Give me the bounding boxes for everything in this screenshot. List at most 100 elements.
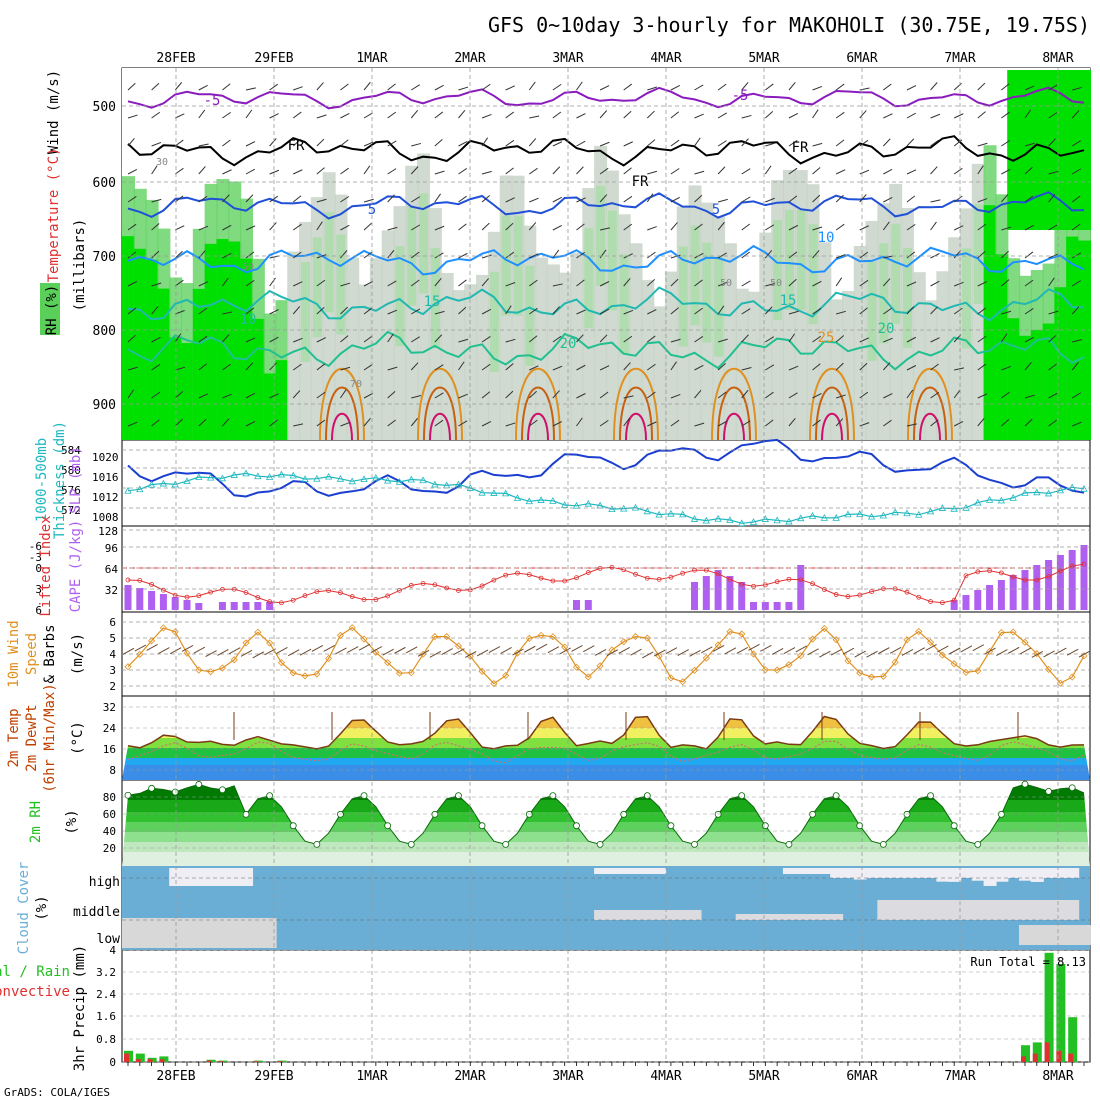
wind-barb bbox=[882, 221, 890, 231]
rh-marker bbox=[1045, 788, 1052, 795]
wind-barb bbox=[670, 168, 680, 175]
contour-label: -5 bbox=[204, 93, 221, 109]
wind-barb bbox=[599, 281, 610, 287]
wind-barb bbox=[292, 195, 302, 203]
thickness-marker bbox=[383, 476, 392, 484]
wind-barb bbox=[174, 333, 182, 343]
wind-barb bbox=[151, 419, 160, 427]
cape-bar bbox=[254, 602, 262, 610]
precip-convective-bar bbox=[159, 1059, 165, 1062]
wind-speed-marker bbox=[561, 643, 569, 651]
wind-barb bbox=[953, 420, 964, 427]
pressure-tick-label: 800 bbox=[93, 324, 116, 339]
thickness-marker bbox=[1021, 489, 1029, 496]
wind-barb bbox=[576, 251, 586, 259]
rh-shade-core bbox=[983, 205, 997, 440]
wind-barb bbox=[977, 223, 987, 231]
thickness-marker bbox=[183, 477, 191, 485]
wind-barb bbox=[1001, 250, 1009, 259]
thickness-marker bbox=[289, 471, 297, 479]
rh-shade-core bbox=[204, 243, 218, 440]
wind-barb bbox=[174, 139, 184, 147]
wind-barb bbox=[1001, 83, 1010, 91]
li-marker bbox=[184, 594, 190, 600]
wind-barb bbox=[835, 83, 845, 91]
wind-barb bbox=[599, 365, 610, 371]
wind-barb bbox=[387, 390, 396, 399]
thickness-tick: 576 bbox=[61, 484, 81, 497]
rh-tick: 60 bbox=[103, 808, 116, 821]
wind-barb-10m bbox=[571, 644, 583, 652]
wind-barb bbox=[1024, 362, 1032, 371]
wind-barb bbox=[175, 366, 185, 371]
thickness-marker bbox=[525, 497, 533, 505]
wind-barb bbox=[599, 85, 610, 91]
temp-axis-label-4: (°C) bbox=[70, 721, 86, 755]
rh-marker bbox=[219, 786, 226, 794]
cloud-mid-gap bbox=[617, 910, 631, 920]
wind-barb bbox=[741, 223, 751, 231]
wind-barb bbox=[198, 281, 209, 287]
rh-marker bbox=[407, 840, 415, 848]
wind-barb bbox=[1001, 226, 1012, 231]
wind-barb bbox=[859, 337, 870, 343]
wind-barb bbox=[883, 419, 892, 427]
wind-barb bbox=[1024, 224, 1035, 231]
wind-barb bbox=[198, 84, 208, 91]
cloud-high-gap bbox=[181, 868, 195, 886]
contour-label: 50 bbox=[720, 278, 732, 289]
cloud-low-grey bbox=[1018, 925, 1032, 945]
wind-barb bbox=[1071, 280, 1081, 287]
precip-tick: 0 bbox=[109, 1056, 116, 1069]
wind-barb bbox=[127, 168, 138, 175]
wind-barb-10m bbox=[453, 648, 465, 656]
wind-barb bbox=[269, 362, 277, 371]
temp-dewpt-series: 32 24 16 8 bbox=[103, 701, 1090, 780]
wind-barb bbox=[599, 419, 609, 427]
thickness-marker bbox=[490, 489, 498, 496]
precip-convective-bar bbox=[147, 1059, 153, 1062]
wind-speed-marker bbox=[643, 634, 651, 642]
wind-speed-marker bbox=[148, 637, 156, 645]
thickness-marker bbox=[714, 514, 722, 522]
wind-barb bbox=[599, 194, 608, 203]
wind-barb-10m bbox=[606, 649, 619, 657]
wind-barb bbox=[835, 223, 845, 231]
wind-barb-10m bbox=[512, 648, 524, 656]
li-tick: -6 bbox=[29, 540, 42, 553]
wind-barb bbox=[953, 307, 963, 315]
li-marker bbox=[1057, 568, 1063, 574]
rh-marker bbox=[1021, 780, 1029, 788]
wind-barb bbox=[694, 422, 705, 427]
wind-barb bbox=[953, 389, 961, 399]
wind-barb bbox=[1048, 392, 1058, 399]
cloud-low-grey bbox=[1042, 925, 1056, 945]
wind-barb bbox=[883, 83, 892, 91]
wind-barb-10m bbox=[583, 645, 595, 653]
wind-barb bbox=[458, 252, 468, 259]
rh-shade-column bbox=[723, 243, 737, 440]
wind-barb bbox=[670, 111, 680, 119]
wind-speed-marker bbox=[159, 624, 167, 632]
wind-barb bbox=[576, 223, 585, 231]
wind-barb bbox=[906, 281, 917, 287]
cloud-high-gap bbox=[959, 868, 973, 878]
wind-barb bbox=[127, 280, 138, 287]
upper-air-rh-shading bbox=[122, 68, 1091, 441]
thickness-marker bbox=[926, 507, 935, 515]
wind-barb bbox=[930, 199, 941, 203]
rh-shade-core bbox=[145, 259, 159, 440]
cloud-low-grey bbox=[1054, 925, 1068, 945]
rh-series: 80 60 40 20 bbox=[103, 780, 1090, 866]
wind-speed-marker bbox=[525, 634, 533, 642]
rh-shade-light bbox=[324, 212, 334, 313]
contour-minus5 bbox=[127, 86, 1085, 110]
wind-barb bbox=[505, 85, 515, 91]
wind-barb bbox=[269, 336, 279, 343]
wind-barb bbox=[1001, 111, 1010, 119]
cloud-low-grey bbox=[240, 918, 254, 948]
wind-barb bbox=[835, 418, 844, 427]
wind-speed-marker bbox=[1033, 649, 1041, 658]
cape-tick: 32 bbox=[105, 584, 118, 597]
wind-barb bbox=[245, 225, 256, 231]
